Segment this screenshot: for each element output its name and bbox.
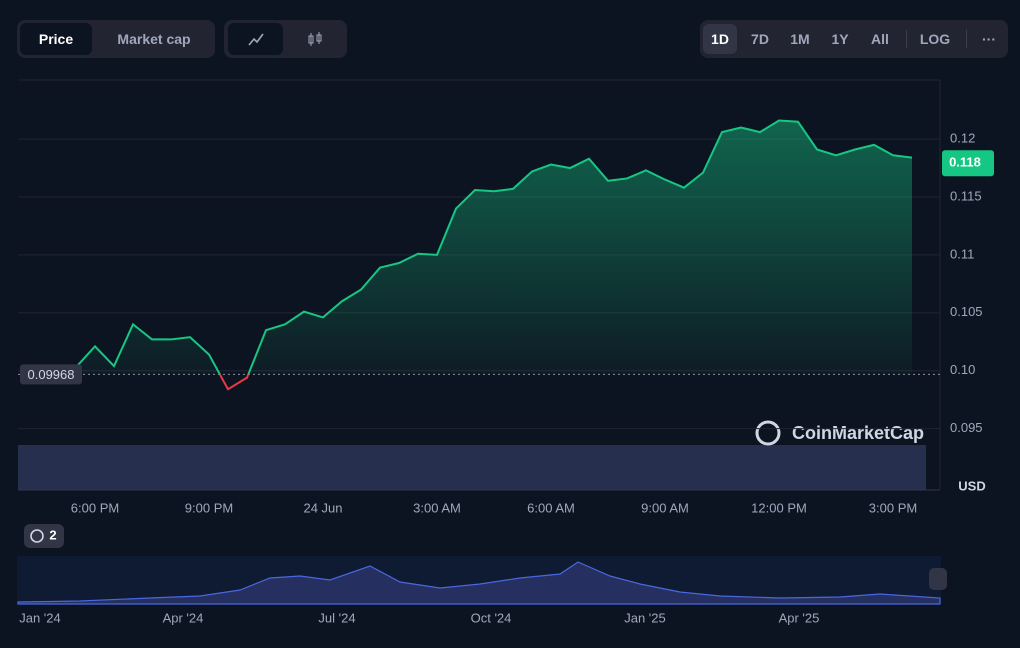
badge-icon (30, 529, 44, 543)
navigator-label: Apr '24 (163, 610, 204, 625)
x-tick-label: 9:00 PM (185, 500, 233, 515)
price-button[interactable]: Price (20, 23, 92, 55)
toolbar-button[interactable]: ··· (982, 31, 996, 47)
currency-label: USD (958, 478, 985, 493)
price-area (76, 120, 912, 375)
toolbar-button[interactable]: All (871, 31, 889, 47)
navigator-label: Apr '25 (779, 610, 820, 625)
last-price-label: 0.118 (949, 155, 981, 170)
line-icon (247, 33, 264, 46)
y-tick-label: 0.115 (950, 188, 982, 203)
separator (906, 30, 907, 48)
price-line-below-open (218, 374, 250, 391)
navigator-label: Jan '24 (19, 610, 61, 625)
watermark-text: CoinMarketCap (792, 423, 924, 443)
navigator-label: Jul '24 (318, 610, 355, 625)
last-price-badge (942, 150, 994, 177)
candle-icon (308, 32, 322, 46)
y-tick-label: 0.105 (950, 304, 983, 319)
y-tick-label: 0.12 (950, 131, 975, 146)
y-tick-label: 0.095 (950, 420, 983, 435)
open-price-label: 0.09968 (28, 367, 75, 382)
toolbar-button[interactable]: 1D (703, 24, 737, 54)
y-tick-label: 0.11 (950, 246, 974, 261)
watermark: CoinMarketCap (755, 420, 924, 446)
toolbar-button[interactable]: LOG (919, 31, 951, 47)
range-toolbar (700, 20, 1008, 58)
price-line (75, 119, 913, 375)
separator (966, 30, 967, 48)
toolbar-button[interactable]: 1M (790, 31, 810, 47)
watermark-logo (755, 420, 781, 446)
navigator-background (17, 556, 941, 604)
open-price-badge (20, 364, 82, 385)
x-tick-label: 9:00 AM (641, 500, 689, 515)
x-tick-label: 6:00 PM (71, 500, 119, 515)
toolbar-button[interactable]: 7D (751, 31, 769, 47)
x-tick-label: 24 Jun (303, 500, 342, 515)
x-tick-label: 3:00 AM (413, 500, 461, 515)
navigator-line (17, 561, 941, 605)
history-badge[interactable]: 2 (24, 524, 64, 548)
volume-bars (18, 445, 926, 490)
x-tick-label: 3:00 PM (869, 500, 917, 515)
candle-style-button[interactable] (289, 23, 341, 55)
navigator-handle[interactable] (929, 568, 947, 590)
x-tick-label: 6:00 AM (527, 500, 575, 515)
navigator-label: Jan '25 (624, 610, 666, 625)
x-tick-label: 12:00 PM (751, 500, 807, 515)
navigator-label: Oct '24 (471, 610, 512, 625)
line-style-button[interactable] (228, 23, 283, 55)
badge-count: 2 (49, 527, 56, 542)
market-cap-button[interactable]: Market cap (117, 31, 191, 47)
toolbar-button[interactable]: 1Y (831, 31, 849, 47)
badge-background (24, 524, 64, 548)
y-tick-label: 0.10 (950, 362, 975, 377)
